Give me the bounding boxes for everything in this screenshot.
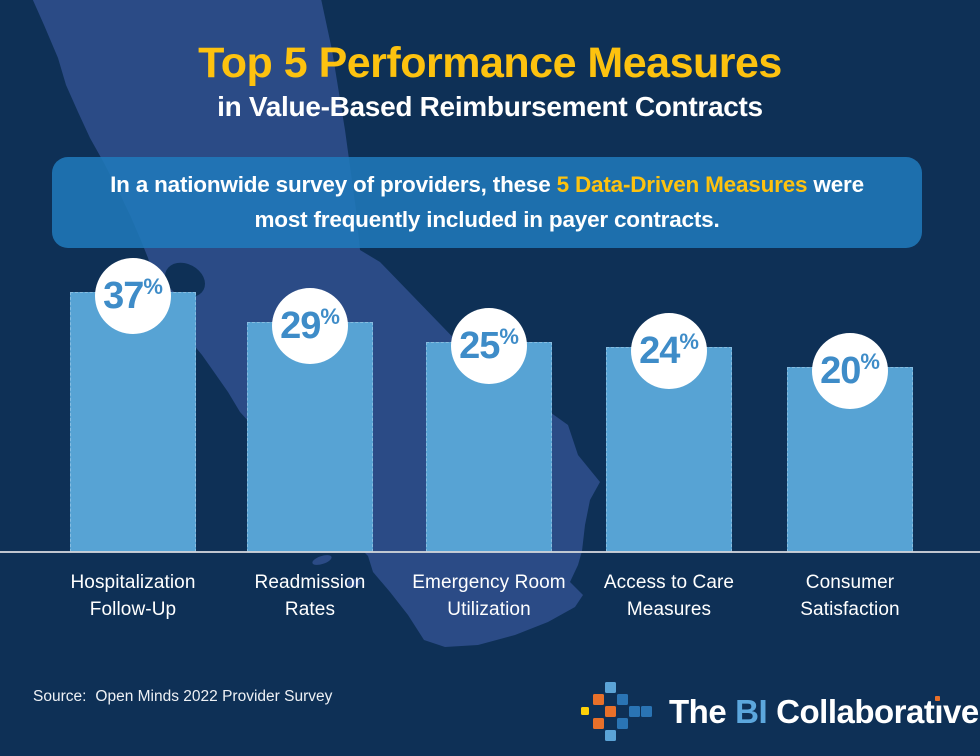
percent-badge: 24%: [631, 313, 707, 389]
logo-square: [629, 706, 640, 717]
bar: [70, 292, 196, 552]
banner-highlight: 5 Data-Driven Measures: [556, 171, 808, 197]
logo-square: [605, 706, 616, 717]
logo-square: [605, 682, 616, 693]
percent-sign: %: [679, 329, 699, 354]
bar-label: Emergency Room Utilization: [412, 572, 566, 620]
percent-sign: %: [860, 349, 880, 374]
logo-word-the: The: [669, 692, 727, 730]
logo-square: [617, 718, 628, 729]
bay-notch: [164, 262, 206, 298]
logo-square: [593, 694, 604, 705]
source-note: Source: Open Minds 2022 Provider Survey: [33, 688, 332, 706]
survey-banner: In a nationwide survey of providers, the…: [52, 157, 922, 248]
header: Top 5 Performance Measures in Value-Base…: [0, 38, 980, 123]
bar-label: Consumer Satisfaction: [800, 572, 900, 620]
percent-badge: 20%: [812, 333, 888, 409]
logo-square: [581, 707, 589, 715]
percent-value: 37: [103, 274, 144, 317]
percent-badge: 37%: [95, 258, 171, 334]
orange-dotted-i: ı: [934, 692, 944, 730]
source-text: Open Minds 2022 Provider Survey: [95, 688, 333, 705]
percent-sign: %: [499, 324, 519, 349]
bar-label: Access to Care Measures: [603, 572, 735, 620]
logo-square: [605, 730, 616, 741]
logo-square: [617, 694, 628, 705]
bi-collaborative-logo: The BI Collaboratıve: [581, 676, 979, 747]
banner-line-1: In a nationwide survey of providers, the…: [110, 171, 864, 197]
percent-value: 24: [639, 329, 680, 372]
percent-sign: %: [320, 304, 340, 329]
percent-badge: 25%: [451, 308, 527, 384]
percent-badge: 29%: [272, 288, 348, 364]
chart-baseline: [0, 551, 980, 553]
page-title: Top 5 Performance Measures: [198, 39, 782, 87]
source-label: Source:: [33, 688, 87, 705]
bar-label: Hospitalization Follow-Up: [70, 572, 196, 620]
bar-label: Readmission Rates: [254, 572, 366, 620]
percent-value: 20: [820, 349, 861, 392]
logo-word-bi: BI: [735, 692, 768, 730]
percent-sign: %: [143, 274, 163, 299]
logo-square: [641, 706, 652, 717]
percent-value: 25: [459, 324, 500, 367]
percent-value: 29: [280, 304, 321, 347]
banner-line-2: most frequently included in payer contra…: [254, 206, 720, 232]
logo-square: [593, 718, 604, 729]
pixel-cluster-logo-icon: [581, 676, 655, 747]
logo-wordmark: The BI Collaboratıve: [669, 693, 979, 731]
logo-word-collaborative: Collaboratıve: [776, 692, 979, 730]
page-subtitle: in Value-Based Reimbursement Contracts: [217, 90, 763, 122]
